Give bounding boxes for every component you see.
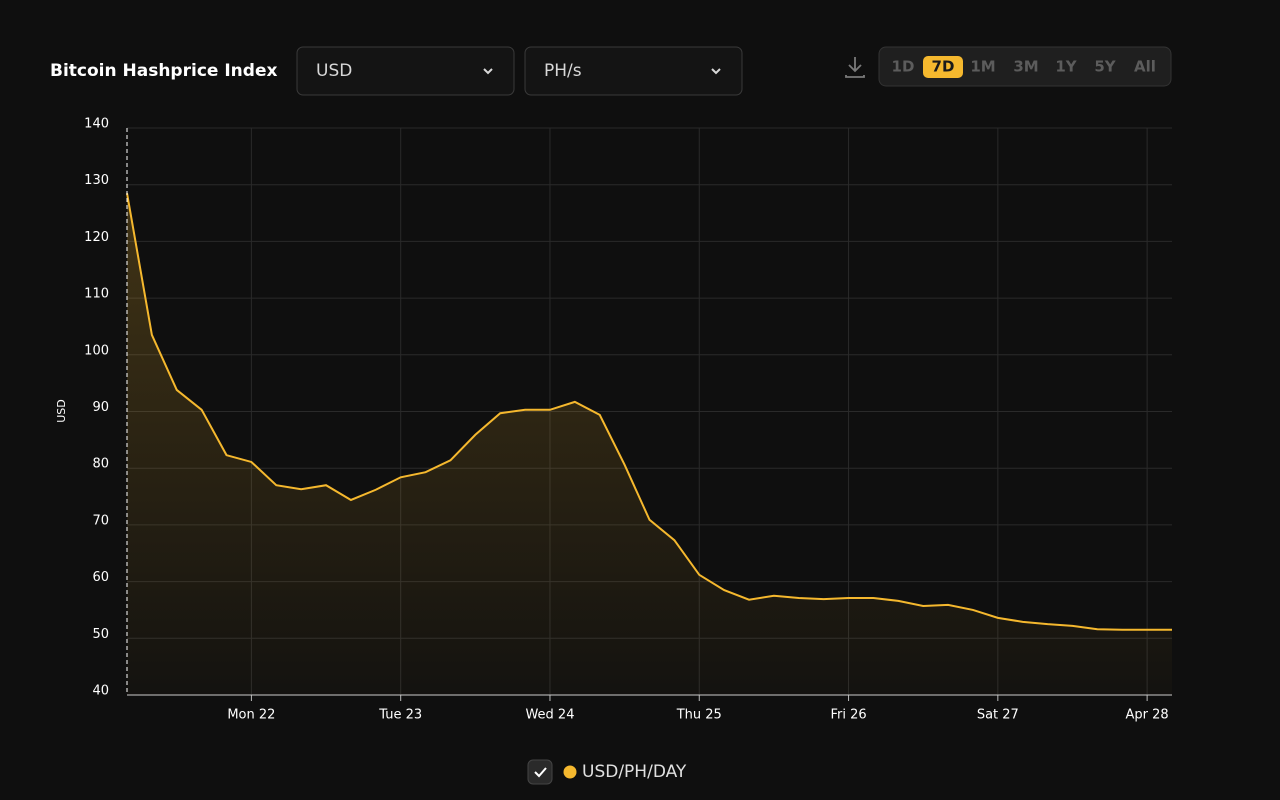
y-tick-label: 130	[84, 173, 109, 188]
range-button[interactable]: 1M	[970, 58, 995, 76]
dropdown-label: PH/s	[544, 61, 582, 81]
range-button[interactable]: 5Y	[1094, 58, 1116, 76]
chevron	[483, 68, 493, 75]
legend-dot	[563, 765, 577, 779]
y-axis-label: USD	[55, 399, 68, 423]
y-tick-label: 90	[92, 400, 109, 415]
range-label: All	[1134, 58, 1156, 76]
area	[127, 193, 1172, 695]
y-tick-label: 110	[84, 287, 109, 302]
y-tick-label: 70	[92, 513, 109, 528]
y-tick-label: 60	[92, 570, 109, 585]
dropdown-box	[524, 46, 743, 96]
x-tick-label: Thu 25	[676, 708, 722, 723]
range-label: 1D	[892, 58, 915, 76]
range-button[interactable]: 7D	[923, 56, 963, 78]
download-button[interactable]	[845, 57, 865, 78]
range-label: 1M	[970, 58, 995, 76]
range-label: 5Y	[1094, 58, 1116, 76]
x-tick-label: Wed 24	[525, 708, 574, 723]
range-highlight	[923, 56, 963, 78]
range-button[interactable]: All	[1134, 58, 1156, 76]
dropdown[interactable]: USD	[296, 46, 515, 96]
range-label: 3M	[1013, 58, 1038, 76]
y-tick-label: 100	[84, 343, 109, 358]
y-tick-label: 50	[92, 627, 109, 642]
y-tick-label: 140	[84, 117, 109, 132]
range-label: 7D	[932, 58, 955, 76]
y-tick-label: 40	[92, 684, 109, 699]
x-tick-label: Mon 22	[227, 708, 275, 723]
x-tick-label: Tue 23	[378, 708, 422, 723]
legend-checkbox	[527, 759, 553, 785]
page-title: Bitcoin Hashprice Index	[50, 61, 277, 81]
range-button[interactable]: 1Y	[1055, 58, 1077, 76]
x-tick-label: Fri 26	[830, 708, 866, 723]
x-tick-label: Sat 27	[977, 708, 1019, 723]
dropdown[interactable]: PH/s	[524, 46, 743, 96]
dropdown-box	[296, 46, 515, 96]
y-tick-label: 120	[84, 230, 109, 245]
y-tick-label: 80	[92, 457, 109, 472]
dropdown-label: USD	[316, 61, 352, 81]
legend-label: USD/PH/DAY	[582, 762, 687, 782]
range-label: 1Y	[1055, 58, 1077, 76]
checkmark	[534, 767, 547, 778]
x-tick-label: Apr 28	[1126, 708, 1169, 723]
chevron	[711, 68, 721, 75]
range-button[interactable]: 1D	[892, 58, 915, 76]
legend-item[interactable]: USD/PH/DAY	[527, 759, 687, 785]
range-button[interactable]: 3M	[1013, 58, 1038, 76]
line	[126, 193, 1172, 631]
